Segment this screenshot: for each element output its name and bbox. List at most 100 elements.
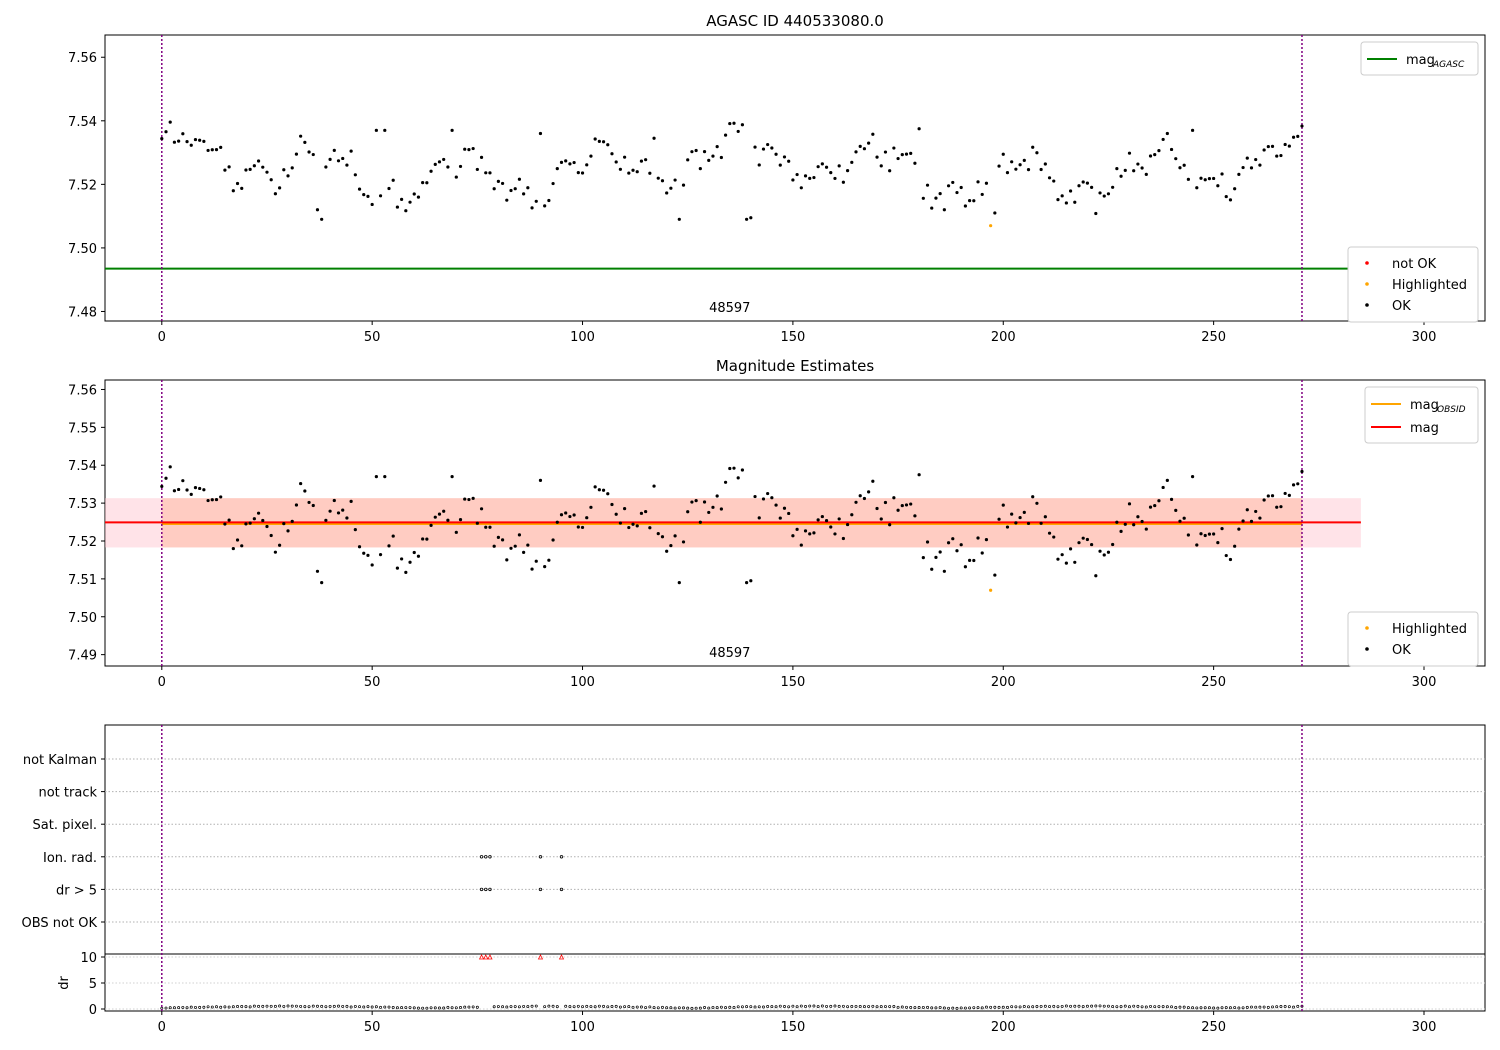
ok-point — [328, 509, 332, 513]
ok-point — [1249, 519, 1254, 523]
ok-point — [1081, 536, 1085, 540]
ok-point — [1169, 147, 1174, 152]
dr-point — [379, 1005, 383, 1009]
ok-point — [669, 543, 673, 548]
highlighted-point — [989, 588, 993, 592]
ok-point — [500, 538, 505, 542]
ok-point — [925, 183, 930, 187]
ok-point — [1287, 144, 1291, 148]
dr-point — [172, 1006, 176, 1010]
dr-point — [879, 1005, 883, 1009]
dr-point — [984, 1005, 988, 1009]
ok-point — [980, 551, 984, 555]
legend-box — [1347, 611, 1479, 667]
dr-point — [766, 1005, 770, 1008]
ok-point — [888, 169, 892, 173]
ok-point — [219, 145, 223, 149]
ok-point — [1085, 537, 1090, 542]
ok-point — [1258, 516, 1262, 520]
ok-point — [395, 566, 400, 570]
ok-point — [816, 518, 820, 522]
ok-point — [522, 192, 526, 196]
ok-point — [517, 533, 522, 537]
ok-point — [980, 192, 984, 197]
ok-point — [820, 514, 824, 519]
dr-point — [1178, 1005, 1182, 1009]
dr-point — [711, 1005, 715, 1009]
ok-point — [955, 549, 959, 553]
ok-point — [1144, 172, 1148, 176]
dr-point — [938, 1005, 942, 1009]
ok-point — [606, 143, 610, 147]
ok-point — [172, 140, 177, 144]
ok-point — [463, 147, 467, 151]
ok-point — [829, 171, 833, 175]
ok-point — [1224, 194, 1228, 199]
ok-point — [597, 139, 601, 143]
ok-point — [336, 511, 341, 515]
ok-point — [770, 146, 774, 150]
dr-point — [1144, 1005, 1148, 1009]
dr-point — [1207, 1006, 1211, 1010]
ok-point — [1279, 505, 1283, 509]
ok-point — [1115, 520, 1119, 524]
ok-point — [522, 550, 526, 554]
dr-point — [829, 1004, 833, 1008]
flag-marker — [484, 887, 488, 892]
ok-point — [774, 152, 778, 156]
flag-marker — [479, 887, 484, 892]
ok-point — [740, 468, 745, 472]
ok-point — [1245, 508, 1249, 512]
ok-point — [1153, 503, 1157, 508]
dr-point — [1216, 1006, 1220, 1010]
dr-point — [909, 1006, 913, 1009]
ok-point — [538, 131, 543, 136]
dr-point — [749, 1005, 753, 1009]
ok-point — [400, 557, 404, 561]
ok-point — [867, 141, 871, 145]
x-tick-label: 300 — [1412, 330, 1437, 345]
ok-point — [400, 197, 404, 201]
ok-point — [437, 160, 442, 164]
dr-point — [968, 1006, 972, 1010]
dr-point — [1203, 1006, 1207, 1010]
dr-point — [989, 1005, 993, 1009]
ok-point — [606, 492, 610, 496]
ok-point — [845, 522, 850, 527]
ok-point — [1174, 157, 1178, 161]
dr-point — [627, 1005, 631, 1009]
legend-subscript: AGASC — [1432, 60, 1465, 70]
dr-tick-label: 5 — [89, 977, 97, 992]
dr-point — [1279, 1005, 1283, 1008]
ok-point — [580, 525, 585, 530]
ok-point — [240, 544, 244, 548]
ok-point — [879, 164, 883, 168]
dr-point — [888, 1005, 892, 1008]
ok-point — [879, 517, 883, 521]
dr-point — [774, 1005, 778, 1009]
ok-point — [913, 514, 917, 518]
ok-point — [673, 534, 677, 538]
ok-point — [412, 550, 416, 555]
ok-point — [484, 171, 488, 175]
dr-point — [404, 1006, 408, 1009]
ok-point — [1262, 498, 1266, 502]
ok-point — [193, 486, 198, 490]
dr-point — [1271, 1005, 1274, 1009]
x-tick-label: 200 — [991, 675, 1016, 690]
dr-point — [850, 1005, 854, 1008]
ok-point — [248, 521, 252, 525]
ok-point — [631, 522, 635, 526]
dr-point — [286, 1004, 290, 1008]
ok-point — [1043, 162, 1047, 166]
y-tick-label: 7.52 — [68, 178, 97, 193]
ok-point — [543, 565, 547, 569]
ok-point — [1031, 145, 1035, 149]
legend-label: Highlighted — [1392, 622, 1467, 637]
ok-point — [1014, 521, 1018, 525]
magnitude-estimates-panel: Magnitude Estimates 48597 0 50 100 150 200 25… — [68, 357, 1486, 690]
dr-point — [290, 1004, 294, 1008]
ok-point — [488, 171, 492, 175]
ok-point — [757, 163, 761, 167]
ok-point — [1047, 531, 1052, 535]
